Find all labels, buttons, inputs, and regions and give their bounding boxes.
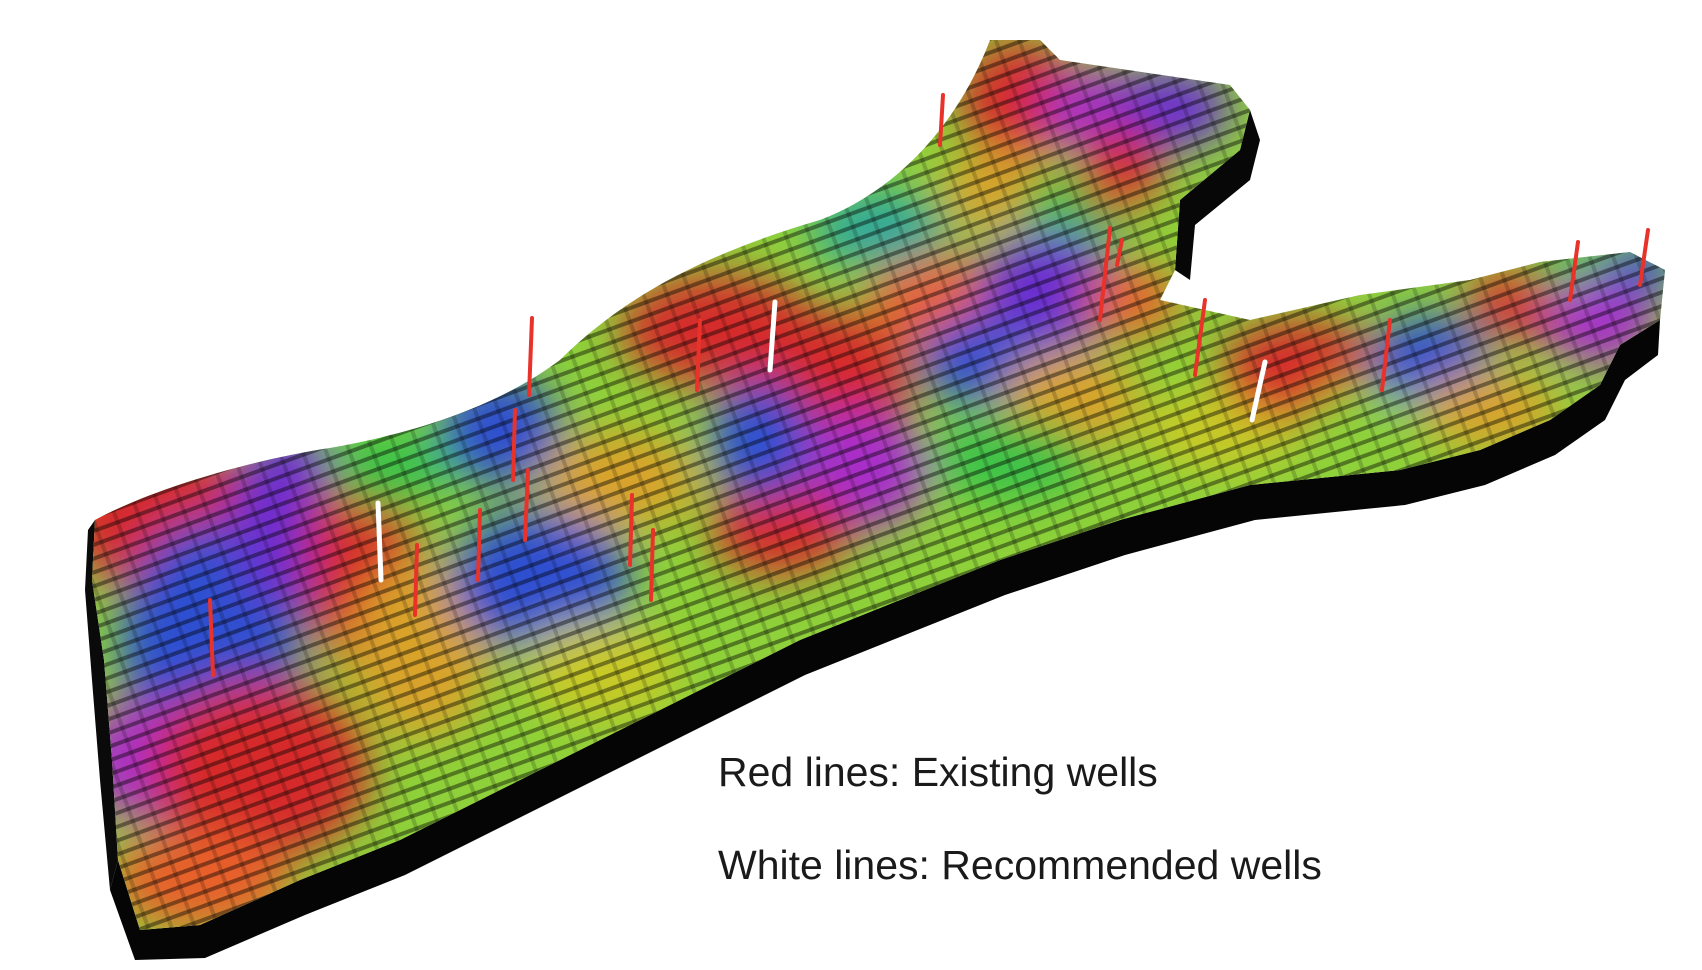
existing-well <box>511 408 517 482</box>
existing-well <box>695 318 702 392</box>
existing-well <box>649 528 655 602</box>
existing-well <box>628 493 634 567</box>
recommended-wells-label: White lines: Recommended wells <box>718 842 1322 888</box>
existing-well <box>413 543 419 617</box>
recommended-wells <box>375 299 1268 583</box>
existing-well <box>1638 228 1650 287</box>
block-sides <box>85 110 1660 960</box>
existing-well <box>1193 298 1207 377</box>
recommended-well <box>767 299 778 373</box>
existing-well <box>476 508 482 582</box>
recommended-well <box>375 500 384 583</box>
existing-well <box>1115 238 1124 267</box>
recommended-well <box>1249 359 1268 423</box>
existing-well <box>1380 318 1392 392</box>
existing-well <box>208 598 215 677</box>
existing-well <box>1568 240 1580 302</box>
existing-wells <box>208 93 1650 677</box>
existing-well <box>523 468 530 542</box>
existing-well <box>1098 226 1112 322</box>
existing-well <box>938 93 945 147</box>
existing-wells-label: Red lines: Existing wells <box>718 749 1158 795</box>
well-legend: Red lines: Existing wells White lines: R… <box>718 752 1322 886</box>
existing-well <box>527 316 534 397</box>
